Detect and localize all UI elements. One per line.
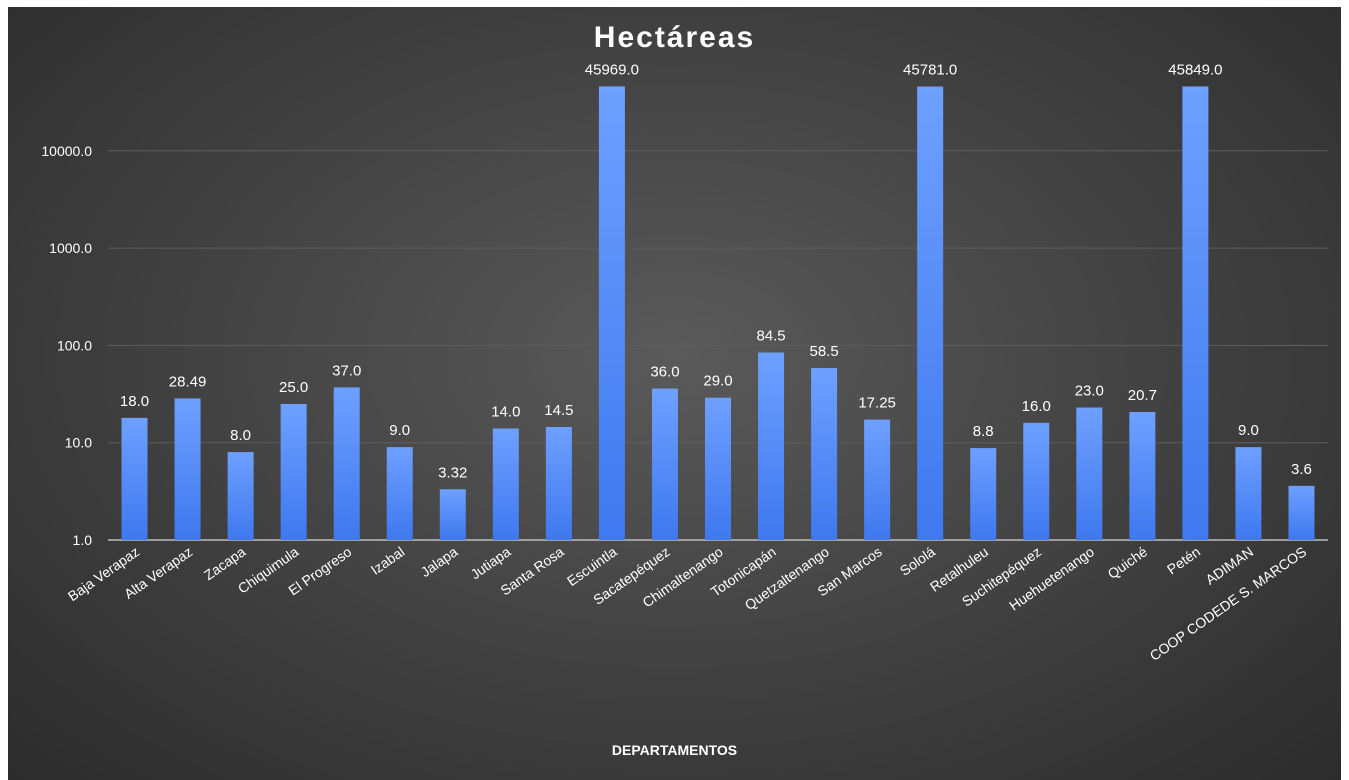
bar (227, 452, 254, 540)
data-label: 3.32 (438, 464, 467, 481)
y-tick-label: 1.0 (73, 532, 93, 548)
data-label: 8.0 (230, 427, 251, 444)
bar (1235, 447, 1262, 540)
data-label: 9.0 (1238, 422, 1259, 439)
y-axis: 1.0 10.0 100.0 1000.0 10000.0 (41, 143, 1328, 548)
data-label: 28.49 (169, 373, 207, 390)
x-tick-label: Zacapa (201, 543, 249, 583)
bar (439, 489, 466, 540)
data-labels: 18.0 28.49 8.0 25.0 37.0 9.0 3.32 14.0 14.5 45969… (120, 61, 1312, 481)
bar (121, 417, 148, 540)
x-tick-label: Quiché (1105, 543, 1151, 582)
bar (811, 368, 838, 540)
bars (121, 86, 1315, 540)
data-label: 8.8 (973, 423, 994, 440)
gridlines (108, 150, 1328, 444)
data-label: 20.7 (1128, 387, 1157, 404)
bar (1129, 411, 1156, 540)
data-label: 14.0 (491, 403, 520, 420)
bar (1023, 422, 1050, 540)
bar (386, 447, 413, 540)
data-label: 29.0 (703, 373, 732, 390)
x-tick-label: Jalapa (418, 543, 461, 580)
data-label: 23.0 (1075, 383, 1104, 400)
x-tick-label: Izabal (368, 543, 408, 578)
bar-chart: 1.0 10.0 100.0 1000.0 10000.0 18.0 28.49 8.0 25… (41, 61, 1328, 664)
data-label: 58.5 (809, 343, 838, 360)
bar (758, 352, 785, 540)
bar (1288, 485, 1315, 540)
x-tick-label: Petén (1164, 543, 1203, 577)
data-label: 17.25 (858, 395, 896, 412)
data-label: 45849.0 (1168, 61, 1222, 78)
data-label: 37.0 (332, 362, 361, 379)
bar (1182, 86, 1209, 540)
data-label: 3.6 (1291, 461, 1312, 478)
bar (280, 403, 307, 540)
data-label: 14.5 (544, 402, 573, 419)
y-tick-label: 1000.0 (49, 240, 92, 256)
bar (917, 86, 944, 540)
x-tick-label: Sololá (897, 543, 938, 579)
bar (492, 428, 519, 540)
data-label: 16.0 (1022, 398, 1051, 415)
data-label: 18.0 (120, 393, 149, 410)
data-label: 45781.0 (903, 62, 957, 79)
bar (333, 387, 360, 540)
data-label: 84.5 (756, 328, 785, 345)
bar (598, 86, 625, 540)
x-axis-title: DEPARTAMENTOS (611, 742, 738, 758)
y-tick-label: 100.0 (57, 337, 92, 353)
bar (651, 388, 678, 540)
bar (1076, 407, 1103, 540)
bar (970, 448, 997, 540)
data-label: 25.0 (279, 379, 308, 396)
y-tick-label: 10000.0 (41, 143, 92, 159)
data-label: 36.0 (650, 364, 679, 381)
data-label: 45969.0 (585, 61, 639, 78)
bar (174, 398, 201, 540)
bar (705, 397, 731, 540)
y-tick-label: 10.0 (65, 435, 92, 451)
bar (545, 426, 572, 540)
chart-title: Hectáreas (593, 21, 756, 54)
bar (864, 419, 891, 540)
x-tick-label: Jutiapa (467, 543, 513, 582)
data-label: 9.0 (389, 422, 410, 439)
chart-frame: Hectáreas 1.0 10.0 100.0 1000.0 10000.0 18.0… (8, 7, 1341, 780)
